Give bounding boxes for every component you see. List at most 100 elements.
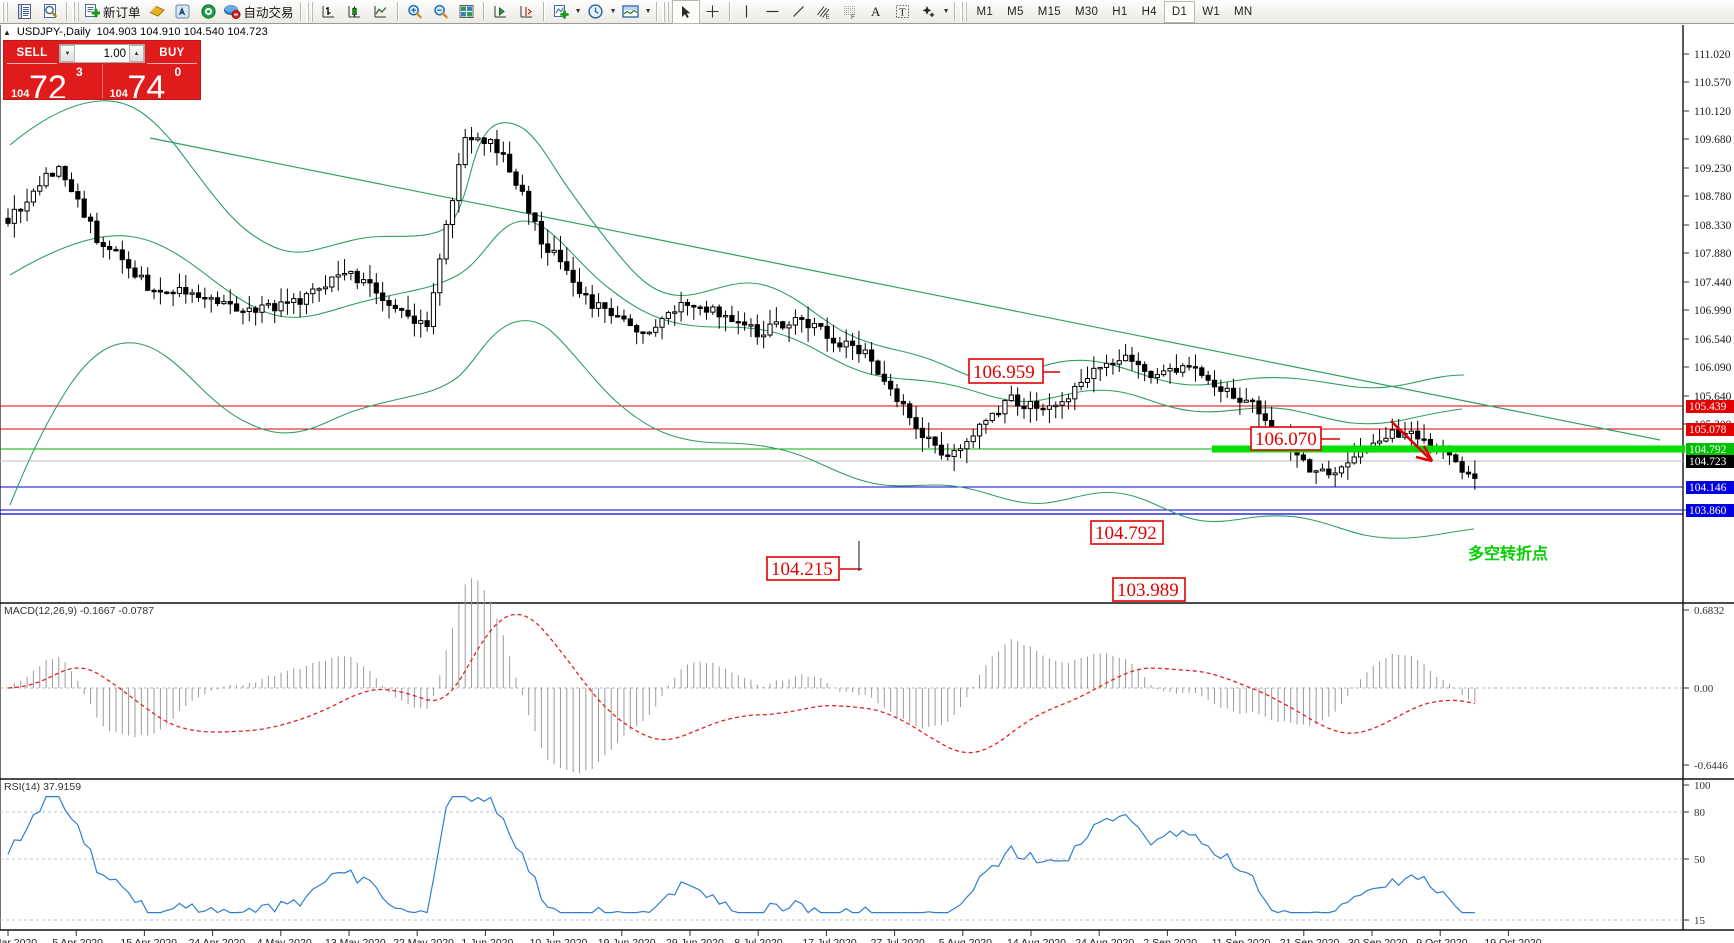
- svg-text:104.792: 104.792: [1095, 523, 1157, 544]
- annotation-104215: 104.215: [766, 556, 862, 581]
- crosshair-icon[interactable]: [700, 1, 726, 23]
- toolbar-grip-standard[interactable]: [1, 1, 9, 22]
- bid-price-box[interactable]: 104 72 3: [4, 64, 102, 98]
- volume-stepper[interactable]: ▼ 1.00 ▲: [59, 44, 145, 63]
- svg-text:105.439: 105.439: [1689, 401, 1727, 413]
- price-badges: 105.439 105.078 104.792 104.723 104.146 …: [1686, 400, 1734, 517]
- annotation-106959: 106.959: [968, 358, 1060, 384]
- market-watch-icon[interactable]: [11, 1, 37, 23]
- toolbar-grip-objects[interactable]: [661, 1, 670, 22]
- toolbar-separator-7: [728, 2, 731, 21]
- bid-pips: 72: [29, 69, 67, 98]
- timeframe-d1[interactable]: D1: [1163, 0, 1196, 23]
- chart-canvas[interactable]: 111.020 110.570 110.120 109.680 109.230 …: [0, 25, 1734, 943]
- timeframe-m1[interactable]: M1: [976, 5, 994, 18]
- macd-label: MACD(12,26,9) -0.1667 -0.0787: [4, 605, 154, 617]
- collapse-triangle-icon[interactable]: ▲: [3, 27, 11, 37]
- zoom-in-icon[interactable]: [402, 1, 428, 23]
- svg-text:103.860: 103.860: [1689, 505, 1727, 517]
- annotation-103989: 103.989: [1112, 577, 1186, 602]
- badge-105078: 105.078: [1686, 423, 1734, 436]
- symbol-info-bar: ▲ USDJPY-,Daily 104.903 104.910 104.540 …: [0, 25, 268, 39]
- equidistant-channel-icon[interactable]: E: [812, 1, 838, 23]
- templates-dropdown-icon[interactable]: ▼: [644, 7, 652, 15]
- sell-button[interactable]: SELL: [7, 44, 57, 64]
- toolbar-separator-6: [655, 2, 658, 21]
- symbol-ohlc: 104.903 104.910 104.540 104.723: [96, 26, 268, 38]
- toolbar-separator-2: [299, 2, 302, 21]
- timeframe-m15[interactable]: M15: [1037, 5, 1061, 18]
- volume-input[interactable]: 1.00: [75, 45, 129, 62]
- toolbar-grip-trade[interactable]: [72, 1, 80, 22]
- toolbar-separator-3: [396, 2, 399, 21]
- period-dropdown-icon[interactable]: ▼: [609, 7, 617, 15]
- svg-text:104.215: 104.215: [771, 559, 833, 580]
- one-click-trading-panel[interactable]: SELL ▼ 1.00 ▲ BUY 104 72 3 104 74 0: [3, 40, 201, 100]
- chart-shift-icon[interactable]: [514, 1, 540, 23]
- ask-price-box[interactable]: 104 74 0: [101, 64, 201, 98]
- badge-105439: 105.439: [1686, 400, 1734, 413]
- buy-button[interactable]: BUY: [147, 44, 197, 64]
- trendline-icon[interactable]: [786, 1, 812, 23]
- timeframe-m5[interactable]: M5: [1007, 5, 1024, 18]
- timeframe-mn[interactable]: MN: [1234, 5, 1253, 18]
- toolbar-grip-charts[interactable]: [305, 1, 314, 22]
- svg-text:F: F: [851, 14, 855, 20]
- ask-integer: 104: [109, 88, 128, 98]
- timeframe-m30[interactable]: M30: [1074, 5, 1099, 18]
- svg-text:103.989: 103.989: [1117, 580, 1179, 601]
- toolbar-grip-periods[interactable]: [959, 1, 968, 22]
- templates-icon[interactable]: [618, 1, 644, 23]
- bar-chart-icon[interactable]: [316, 1, 342, 23]
- period-clock-icon[interactable]: [583, 1, 609, 23]
- vertical-line-icon[interactable]: [734, 1, 760, 23]
- ask-pips: 74: [127, 69, 166, 98]
- macd-signal-line: [7, 613, 1475, 754]
- timeframe-h4[interactable]: H4: [1141, 5, 1157, 18]
- text-box-icon[interactable]: T: [890, 1, 916, 23]
- octp-price-row: 104 72 3 104 74 0: [4, 64, 200, 98]
- annotation-104792: 104.792: [1090, 520, 1164, 545]
- shapes-dropdown-icon[interactable]: ▼: [942, 7, 950, 15]
- symbol-name: USDJPY-,Daily: [16, 26, 91, 38]
- shapes-icon[interactable]: [916, 1, 942, 23]
- descending-trendline: [149, 137, 1661, 441]
- volume-up-icon[interactable]: ▲: [129, 45, 144, 62]
- volume-down-icon[interactable]: ▼: [60, 45, 75, 62]
- add-indicator-icon[interactable]: [548, 1, 574, 23]
- badge-103860: 103.860: [1686, 504, 1734, 517]
- toolbar-separator-8: [953, 2, 956, 21]
- timeframe-w1[interactable]: W1: [1202, 5, 1221, 18]
- timeframe-h1[interactable]: H1: [1112, 5, 1128, 18]
- svg-text:104.146: 104.146: [1689, 482, 1727, 494]
- tile-windows-icon[interactable]: [454, 1, 480, 23]
- badge-104792: 104.792: [1686, 443, 1734, 456]
- data-window-icon[interactable]: [37, 1, 63, 23]
- metaeditor-icon[interactable]: [144, 1, 170, 23]
- svg-text:104.792: 104.792: [1689, 444, 1727, 456]
- auto-scroll-icon[interactable]: [488, 1, 514, 23]
- candlestick-chart-icon[interactable]: [342, 1, 368, 23]
- ask-fraction: 0: [174, 65, 182, 79]
- fibonacci-retracement-icon[interactable]: F: [838, 1, 864, 23]
- octp-top-row: SELL ▼ 1.00 ▲ BUY: [4, 41, 200, 64]
- text-label-icon[interactable]: A: [864, 1, 890, 23]
- main-toolbar: 新订单 自动交易: [0, 0, 1734, 24]
- cursor-arrow-icon[interactable]: [671, 0, 700, 24]
- add-indicator-dropdown-icon[interactable]: ▼: [574, 7, 582, 15]
- annotation-chinese-turning-point: 多空转折点: [1468, 544, 1548, 563]
- horizontal-line-icon[interactable]: [760, 1, 786, 23]
- svg-text:106.070: 106.070: [1255, 429, 1317, 450]
- navigator-icon[interactable]: [170, 1, 196, 23]
- svg-text:E: E: [826, 14, 831, 21]
- toolbar-separator-5: [542, 2, 545, 21]
- autotrading-button[interactable]: 自动交易: [222, 1, 297, 23]
- annotation-106070: 106.070: [1250, 426, 1340, 451]
- bid-fraction: 3: [76, 65, 83, 79]
- rsi-line: [7, 796, 1475, 914]
- zoom-out-icon[interactable]: [428, 1, 454, 23]
- new-order-button[interactable]: 新订单: [82, 1, 144, 23]
- signals-icon[interactable]: [196, 1, 222, 23]
- line-chart-icon[interactable]: [368, 1, 394, 23]
- svg-text:104.723: 104.723: [1689, 456, 1727, 468]
